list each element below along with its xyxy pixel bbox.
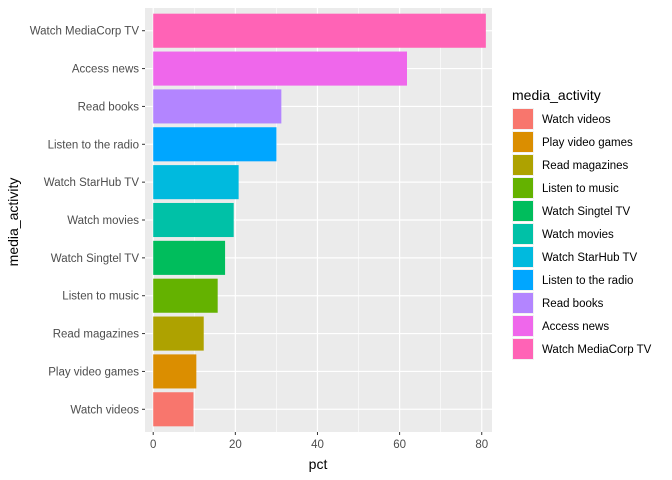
legend-label: Watch videos [542,114,611,126]
legend-swatch [513,224,533,244]
y-tick-label: Watch Singtel TV [51,253,140,265]
y-tick-label: Read magazines [53,329,140,341]
bar [153,240,226,275]
legend-swatch [513,178,533,198]
y-axis-title: media_activity [5,178,21,267]
legend-swatch [513,247,533,267]
bar [153,392,194,427]
bar [153,316,204,351]
bar [153,51,407,86]
legend-label: Read magazines [542,160,629,172]
x-tick-label: 80 [475,439,488,451]
y-tick-label: Listen to music [62,291,139,303]
legend: media_activity Watch videos Play video ga… [512,87,652,360]
legend-label: Listen to the radio [542,275,633,287]
legend-swatch [513,316,533,336]
y-tick-label: Watch movies [67,215,139,227]
legend-label: Read books [542,298,604,310]
y-tick-label: Read books [78,101,140,113]
y-tick-label: Play video games [48,366,139,378]
legend-swatch [513,132,533,152]
legend-swatch [513,201,533,221]
y-tick-label: Access news [72,64,139,76]
x-tick-label: 20 [229,439,242,451]
bars [153,13,486,427]
x-tick-label: 60 [393,439,406,451]
y-tick-label: Watch MediaCorp TV [30,26,140,38]
legend-swatch [513,155,533,175]
bar [153,354,197,389]
legend-label: Watch movies [542,229,614,241]
legend-swatch [513,293,533,313]
bar [153,278,218,313]
y-tick-label: Watch videos [70,404,139,416]
legend-label: Watch Singtel TV [542,206,631,218]
legend-label: Listen to music [542,183,619,195]
bar [153,202,234,238]
legend-label: Watch MediaCorp TV [542,344,652,356]
x-axis-ticks: 0 20 40 60 80 [150,432,488,451]
bar [153,13,486,48]
bar [153,165,239,200]
bar [153,89,282,124]
legend-label: Play video games [542,137,633,149]
legend-title: media_activity [512,87,601,103]
legend-swatch [513,109,533,129]
legend-swatch [513,270,533,290]
legend-label: Access news [542,321,609,333]
y-axis-ticks: Watch videos Play video games Read magazin… [30,26,145,416]
legend-swatch [513,339,533,359]
x-tick-label: 40 [311,439,324,451]
bar [153,127,277,162]
y-tick-label: Listen to the radio [48,139,139,151]
x-axis-title: pct [309,456,328,472]
x-tick-label: 0 [150,439,156,451]
y-tick-label: Watch StarHub TV [44,177,140,189]
legend-label: Watch StarHub TV [542,252,638,264]
